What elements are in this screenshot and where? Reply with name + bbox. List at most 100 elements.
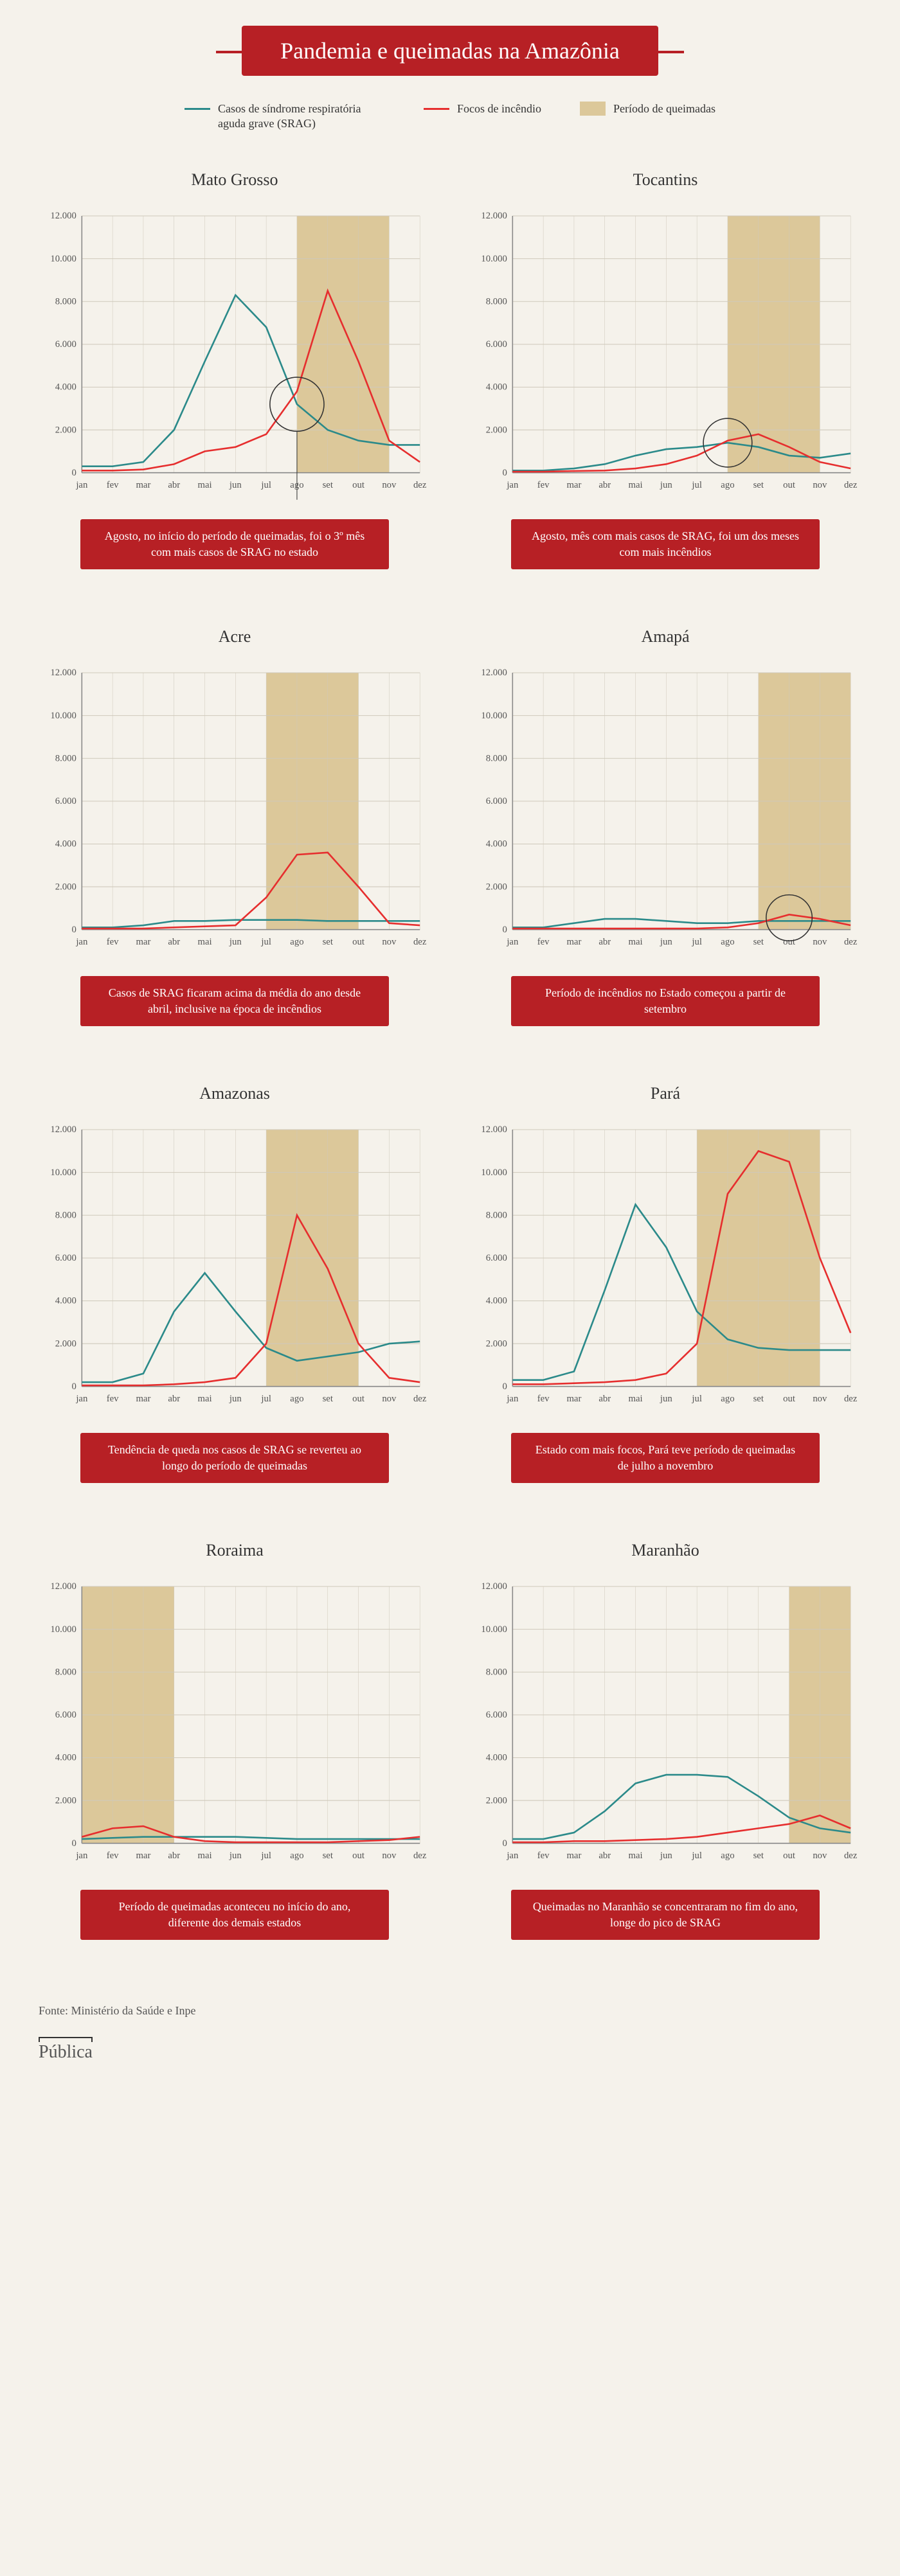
legend: Casos de síndrome respiratória aguda gra… (39, 102, 861, 132)
x-tick-label: jul (691, 1851, 702, 1861)
chart-cell: Roraima 02.0004.0006.0008.00010.00012.00… (39, 1541, 431, 1966)
srag-line (82, 920, 420, 928)
charts-grid: Mato Grosso 0 2.000 4.000 6.000 8.000 10.000 1… (39, 170, 861, 1966)
x-tick-label: jul (260, 1851, 271, 1861)
legend-item-srag: Casos de síndrome respiratória aguda gra… (184, 102, 385, 132)
y-tick-label: 0 (72, 925, 76, 935)
chart-svg: 02.0004.0006.0008.00010.00012.000janfevm… (39, 659, 431, 957)
x-tick-label: nov (813, 937, 827, 947)
chart-caption: Período de queimadas aconteceu no início… (80, 1890, 389, 1940)
x-tick-label: set (323, 937, 333, 947)
x-tick-label: mai (628, 937, 642, 947)
chart-svg: 02.0004.0006.0008.00010.00012.000janfevm… (469, 1116, 861, 1414)
legend-swatch-burn (580, 102, 606, 116)
chart-svg: 02.0004.0006.0008.00010.00012.000janfevm… (39, 202, 431, 500)
chart-title: Amazonas (39, 1084, 431, 1103)
y-tick-label: 12.000 (481, 1581, 507, 1592)
y-tick-label: 2.000 (486, 882, 507, 892)
chart-cell: Amazonas 02.0004.0006.0008.00010.00012.0… (39, 1084, 431, 1509)
x-tick-label: out (783, 1851, 795, 1861)
x-tick-label: jul (691, 1394, 702, 1404)
y-tick-label: 0 (503, 1838, 507, 1849)
chart-title: Roraima (39, 1541, 431, 1560)
y-tick-label: 8.000 (55, 1667, 76, 1678)
x-tick-label: out (352, 1851, 364, 1861)
y-tick-label: 8.000 (55, 296, 76, 306)
x-tick-label: jun (229, 1394, 242, 1404)
chart-caption: Agosto, no início do período de queimada… (80, 519, 389, 569)
x-tick-label: jun (229, 480, 242, 490)
x-tick-label: mar (136, 1394, 150, 1404)
x-tick-label: nov (382, 480, 397, 490)
x-tick-label: mar (136, 1851, 150, 1861)
y-tick-label: 8.000 (486, 1667, 507, 1678)
x-tick-label: out (352, 1394, 364, 1404)
y-tick-label: 0 (503, 468, 507, 478)
x-tick-label: jun (229, 937, 242, 947)
y-tick-label: 10.000 (481, 1168, 507, 1178)
x-tick-label: jun (660, 1851, 672, 1861)
x-tick-label: mai (628, 480, 642, 490)
x-tick-label: jun (229, 1851, 242, 1861)
x-tick-label: fev (107, 937, 119, 947)
legend-label-srag: Casos de síndrome respiratória aguda gra… (218, 102, 385, 132)
chart-svg: 02.0004.0006.0008.00010.00012.000janfevm… (469, 202, 861, 500)
y-tick-label: 8.000 (486, 296, 507, 306)
x-tick-label: jul (691, 937, 702, 947)
y-tick-label: 0 (72, 1838, 76, 1849)
y-tick-label: 4.000 (486, 382, 507, 392)
x-tick-label: abr (598, 1394, 611, 1404)
y-tick-label: 2.000 (55, 425, 76, 435)
x-tick-label: ago (721, 937, 734, 947)
chart-caption: Tendência de queda nos casos de SRAG se … (80, 1433, 389, 1483)
x-tick-label: jan (75, 480, 88, 490)
chart-cell: Pará 02.0004.0006.0008.00010.00012.000ja… (469, 1084, 861, 1509)
y-tick-label: 12.000 (50, 1581, 76, 1592)
chart-caption: Casos de SRAG ficaram acima da média do … (80, 976, 389, 1026)
x-tick-label: set (753, 480, 764, 490)
x-tick-label: abr (168, 480, 180, 490)
y-tick-label: 2.000 (55, 882, 76, 892)
x-tick-label: jan (75, 937, 88, 947)
x-tick-label: dez (413, 1851, 427, 1861)
x-tick-label: ago (721, 1851, 734, 1861)
y-tick-label: 2.000 (55, 1795, 76, 1806)
y-tick-label: 8.000 (55, 753, 76, 763)
legend-swatch-srag (184, 108, 210, 110)
x-tick-label: jul (260, 937, 271, 947)
y-tick-label: 12.000 (50, 211, 76, 221)
chart-title: Maranhão (469, 1541, 861, 1560)
y-tick-label: 10.000 (50, 1624, 76, 1635)
x-tick-label: nov (813, 480, 827, 490)
legend-item-fire: Focos de incêndio (424, 102, 541, 116)
x-tick-label: jan (506, 1851, 519, 1861)
x-tick-label: mai (197, 480, 212, 490)
srag-line (82, 1273, 420, 1382)
x-tick-label: ago (290, 1394, 303, 1404)
y-tick-label: 6.000 (55, 339, 76, 350)
y-tick-label: 10.000 (481, 1624, 507, 1635)
x-tick-label: mar (566, 937, 581, 947)
chart-title: Mato Grosso (39, 170, 431, 190)
y-tick-label: 4.000 (55, 839, 76, 849)
y-tick-label: 4.000 (55, 1296, 76, 1306)
x-tick-label: ago (290, 937, 303, 947)
x-tick-label: nov (382, 1851, 397, 1861)
chart-title: Tocantins (469, 170, 861, 190)
y-tick-label: 10.000 (50, 711, 76, 721)
y-tick-label: 12.000 (481, 668, 507, 678)
x-tick-label: fev (107, 1394, 119, 1404)
chart-cell: Maranhão 02.0004.0006.0008.00010.00012.0… (469, 1541, 861, 1966)
x-tick-label: dez (844, 1851, 858, 1861)
x-tick-label: ago (721, 1394, 734, 1404)
x-tick-label: set (323, 1851, 333, 1861)
x-tick-label: dez (844, 1394, 858, 1404)
x-tick-label: out (352, 937, 364, 947)
x-tick-label: fev (537, 480, 550, 490)
x-tick-label: jul (691, 480, 702, 490)
x-tick-label: abr (168, 1851, 180, 1861)
y-tick-label: 12.000 (481, 1124, 507, 1135)
x-tick-label: mar (136, 937, 150, 947)
y-tick-label: 4.000 (486, 839, 507, 849)
x-tick-label: ago (721, 480, 734, 490)
